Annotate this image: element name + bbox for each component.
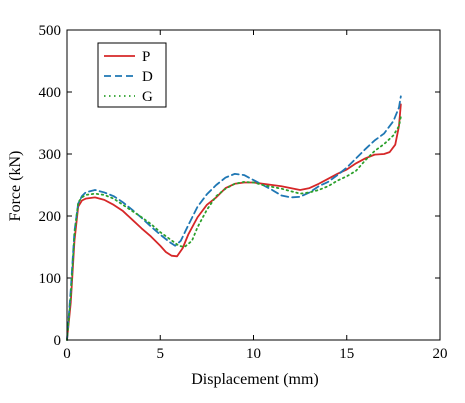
legend: P D G — [97, 42, 167, 108]
series-lines — [66, 95, 402, 341]
legend-label-p: P — [142, 49, 150, 65]
series-line-p — [66, 103, 402, 341]
y-axis-label: Force (kN) — [7, 151, 24, 222]
legend-label-d: D — [142, 69, 153, 85]
x-tick-label: 20 — [433, 346, 448, 362]
y-tick-label: 0 — [54, 333, 62, 349]
plot-frame — [66, 29, 441, 341]
series-line-g — [66, 115, 402, 341]
y-tick-label: 200 — [39, 209, 62, 225]
x-tick-label: 10 — [246, 346, 261, 362]
legend-label-g: G — [142, 89, 153, 105]
y-tick-label: 100 — [39, 271, 62, 287]
y-tick-label: 400 — [39, 85, 62, 101]
y-tick-label: 500 — [39, 23, 62, 39]
x-tick-label: 0 — [63, 346, 71, 362]
legend-box — [97, 42, 167, 108]
x-tick-label: 15 — [339, 346, 354, 362]
series-line-d — [66, 95, 402, 341]
x-axis-label: Displacement (mm) — [191, 371, 319, 388]
y-tick-label: 300 — [39, 147, 62, 163]
x-tick-label: 5 — [157, 346, 165, 362]
